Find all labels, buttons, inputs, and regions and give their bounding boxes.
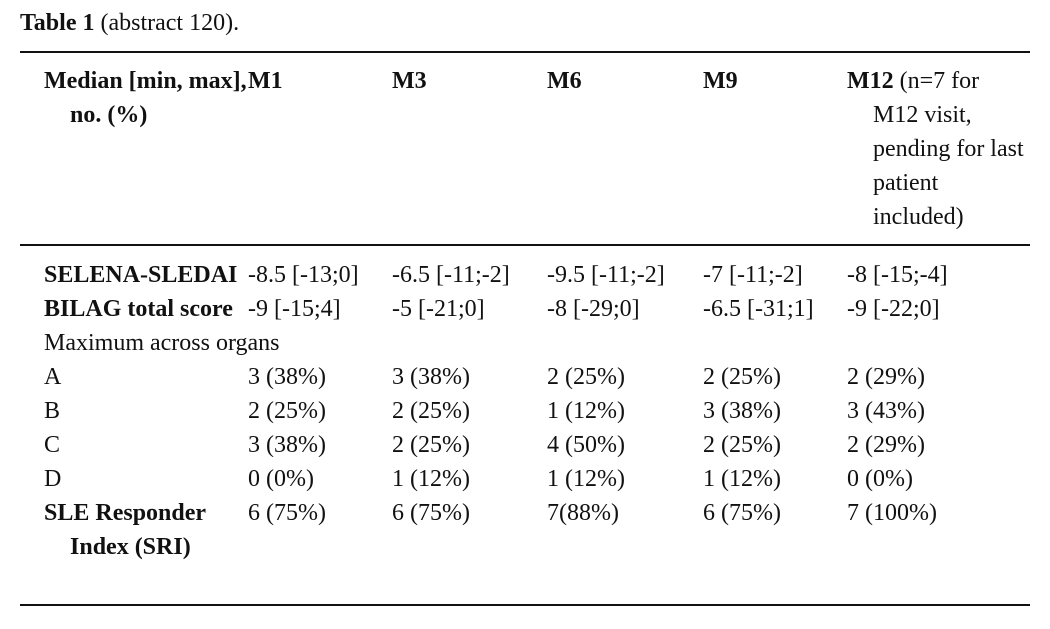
- table-row: A 3 (38%) 3 (38%) 2 (25%) 2 (25%) 2 (29%): [44, 360, 1030, 394]
- caption-text: (abstract 120).: [100, 10, 240, 36]
- caption: Table 1 (abstract 120).: [20, 10, 239, 37]
- table-cell: 2 (25%): [547, 364, 625, 390]
- table-cell: 3 (38%): [703, 398, 781, 424]
- table-cell: 7 (100%): [847, 500, 937, 526]
- table-row: D 0 (0%) 1 (12%) 1 (12%) 1 (12%) 0 (0%): [44, 462, 1030, 496]
- header-row: Median [min, max], no. (%) M1 M3 M6 M9 M…: [44, 64, 1030, 234]
- table-cell: B: [44, 398, 61, 424]
- table-cell: -8 [-29;0]: [547, 296, 640, 322]
- table-cell: -9 [-15;4]: [248, 296, 341, 322]
- table-cell: 3 (38%): [248, 364, 326, 390]
- table-cell: C: [44, 432, 61, 458]
- table-cell: BILAG total score: [44, 296, 233, 322]
- table-cell: 2 (25%): [392, 432, 470, 458]
- table-cell: SLE Responder Index (SRI): [44, 500, 206, 560]
- table-cell: -8 [-15;-4]: [847, 262, 948, 288]
- table-cell: 2 (29%): [847, 364, 925, 390]
- body-table: SELENA-SLEDAI -8.5 [-13;0] -6.5 [-11;-2] -9…: [44, 258, 1030, 564]
- table-row: B 2 (25%) 2 (25%) 1 (12%) 3 (38%) 3 (43%): [44, 394, 1030, 428]
- table-cell: D: [44, 466, 62, 492]
- header-cell: Median [min, max], no. (%): [44, 68, 247, 128]
- table-cell: 2 (29%): [847, 432, 925, 458]
- header-cell: M6: [547, 68, 582, 94]
- table-cell: 7(88%): [547, 500, 619, 526]
- table-cell: -9.5 [-11;-2]: [547, 262, 665, 288]
- header-cell: M12 (n=7 for M12 visit, pending for last…: [847, 64, 1030, 234]
- table-cell: -8.5 [-13;0]: [248, 262, 359, 288]
- mid-rule: [20, 244, 1030, 246]
- header-label: M12: [847, 68, 894, 94]
- header-cell: M1: [248, 68, 283, 94]
- table-cell: Maximum across organs: [44, 330, 280, 356]
- table-cell: 3 (38%): [248, 432, 326, 458]
- table-cell: A: [44, 364, 62, 390]
- table-cell: 1 (12%): [547, 466, 625, 492]
- top-rule: [20, 51, 1030, 53]
- table-cell: 2 (25%): [703, 432, 781, 458]
- table-cell: 4 (50%): [547, 432, 625, 458]
- table-cell: 0 (0%): [847, 466, 913, 492]
- table-cell: -6.5 [-31;1]: [703, 296, 814, 322]
- table-cell: 1 (12%): [392, 466, 470, 492]
- table-cell: -5 [-21;0]: [392, 296, 485, 322]
- table-cell: 3 (43%): [847, 398, 925, 424]
- table-cell: 0 (0%): [248, 466, 314, 492]
- table-cell: 1 (12%): [703, 466, 781, 492]
- header-note: (n=7 for M12 visit, pending for last pat…: [873, 68, 1024, 230]
- table-cell: 2 (25%): [703, 364, 781, 390]
- header-table: Median [min, max], no. (%) M1 M3 M6 M9 M…: [44, 64, 1030, 234]
- table-row: SLE Responder Index (SRI) 6 (75%) 6 (75%) 7…: [44, 496, 1030, 564]
- table-cell: -9 [-22;0]: [847, 296, 940, 322]
- table-cell: 2 (25%): [392, 398, 470, 424]
- table-row: C 3 (38%) 2 (25%) 4 (50%) 2 (25%) 2 (29%): [44, 428, 1030, 462]
- table-cell: 6 (75%): [392, 500, 470, 526]
- table-cell: 1 (12%): [547, 398, 625, 424]
- header-cell: M9: [703, 68, 738, 94]
- table-cell: 2 (25%): [248, 398, 326, 424]
- header-cell: M3: [392, 68, 427, 94]
- table-row: SELENA-SLEDAI -8.5 [-13;0] -6.5 [-11;-2] -9…: [44, 258, 1030, 292]
- table-cell: 6 (75%): [248, 500, 326, 526]
- table-row: BILAG total score -9 [-15;4] -5 [-21;0] -8 …: [44, 292, 1030, 326]
- caption-label: Table 1: [20, 10, 95, 36]
- table-cell: 6 (75%): [703, 500, 781, 526]
- table-cell: -7 [-11;-2]: [703, 262, 803, 288]
- table-cell: 3 (38%): [392, 364, 470, 390]
- table-row: Maximum across organs: [44, 326, 1030, 360]
- bottom-rule: [20, 604, 1030, 606]
- table-cell: SELENA-SLEDAI: [44, 262, 238, 288]
- table-cell: -6.5 [-11;-2]: [392, 262, 510, 288]
